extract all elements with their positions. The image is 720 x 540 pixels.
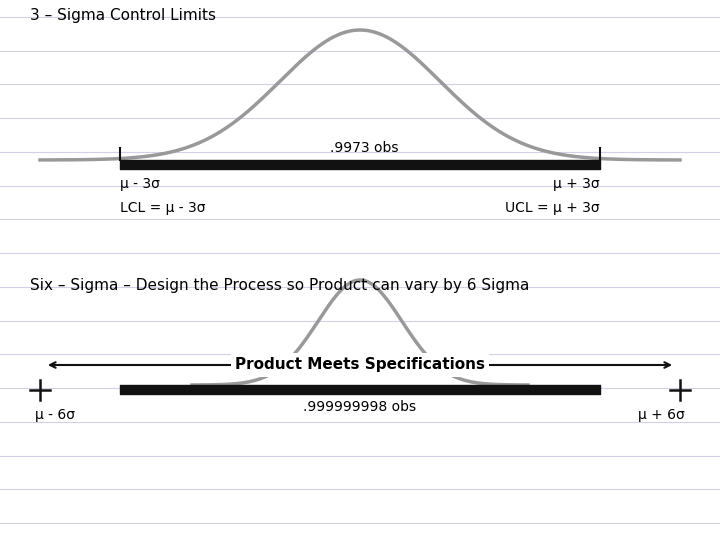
Text: μ - 3σ: μ - 3σ: [120, 177, 160, 191]
Text: .9973 obs: .9973 obs: [330, 141, 398, 155]
Text: .999999998 obs: .999999998 obs: [303, 400, 417, 414]
Text: Six – Sigma – Design the Process so Product can vary by 6 Sigma: Six – Sigma – Design the Process so Prod…: [30, 278, 529, 293]
Text: μ + 6σ: μ + 6σ: [638, 408, 685, 422]
Text: μ - 6σ: μ - 6σ: [35, 408, 75, 422]
Text: 3 – Sigma Control Limits: 3 – Sigma Control Limits: [30, 8, 216, 23]
Text: LCL = μ - 3σ: LCL = μ - 3σ: [120, 201, 205, 215]
Text: UCL = μ + 3σ: UCL = μ + 3σ: [505, 201, 600, 215]
Text: μ + 3σ: μ + 3σ: [554, 177, 600, 191]
Text: Product Meets Specifications: Product Meets Specifications: [235, 357, 485, 373]
